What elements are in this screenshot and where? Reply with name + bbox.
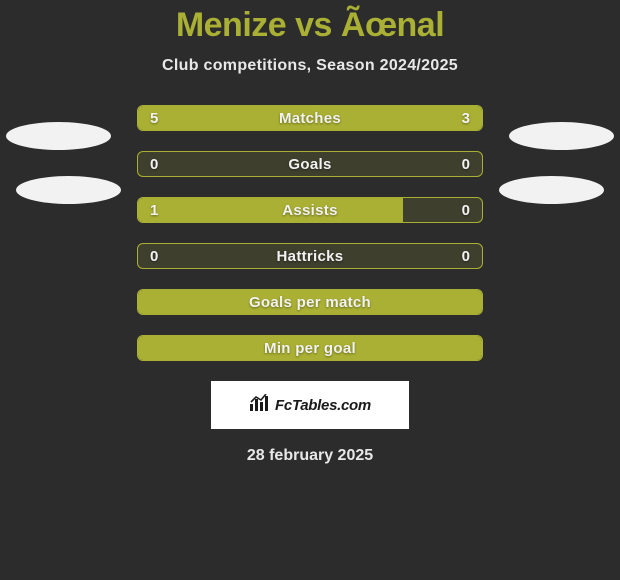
player-logo-ellipse [6, 122, 111, 150]
title-vs: vs [286, 6, 341, 44]
player-logo-ellipse [16, 176, 121, 204]
title-player-left: Menize [176, 6, 286, 44]
stat-row: 00Hattricks [137, 243, 483, 269]
stat-label: Goals [138, 152, 482, 176]
stat-row: 00Goals [137, 151, 483, 177]
credit-badge: FcTables.com [211, 381, 409, 429]
credit-text: FcTables.com [275, 397, 371, 414]
stat-label: Goals per match [138, 290, 482, 314]
title-player-right: Ãœnal [341, 6, 444, 44]
stat-row: 53Matches [137, 105, 483, 131]
stat-row: Goals per match [137, 289, 483, 315]
player-logo-ellipse [499, 176, 604, 204]
stat-row: 10Assists [137, 197, 483, 223]
stat-label: Assists [138, 198, 482, 222]
stat-row: Min per goal [137, 335, 483, 361]
player-logo-ellipse [509, 122, 614, 150]
stat-label: Hattricks [138, 244, 482, 268]
stat-label: Min per goal [138, 336, 482, 360]
subtitle: Club competitions, Season 2024/2025 [0, 57, 620, 75]
stat-bars: 53Matches 00Goals 10Assists 00Hattricks Goal… [137, 105, 483, 361]
date-label: 28 february 2025 [0, 447, 620, 465]
chart-icon [249, 394, 271, 417]
stat-label: Matches [138, 106, 482, 130]
page-title: Menize vs Ãœnal [0, 0, 620, 45]
